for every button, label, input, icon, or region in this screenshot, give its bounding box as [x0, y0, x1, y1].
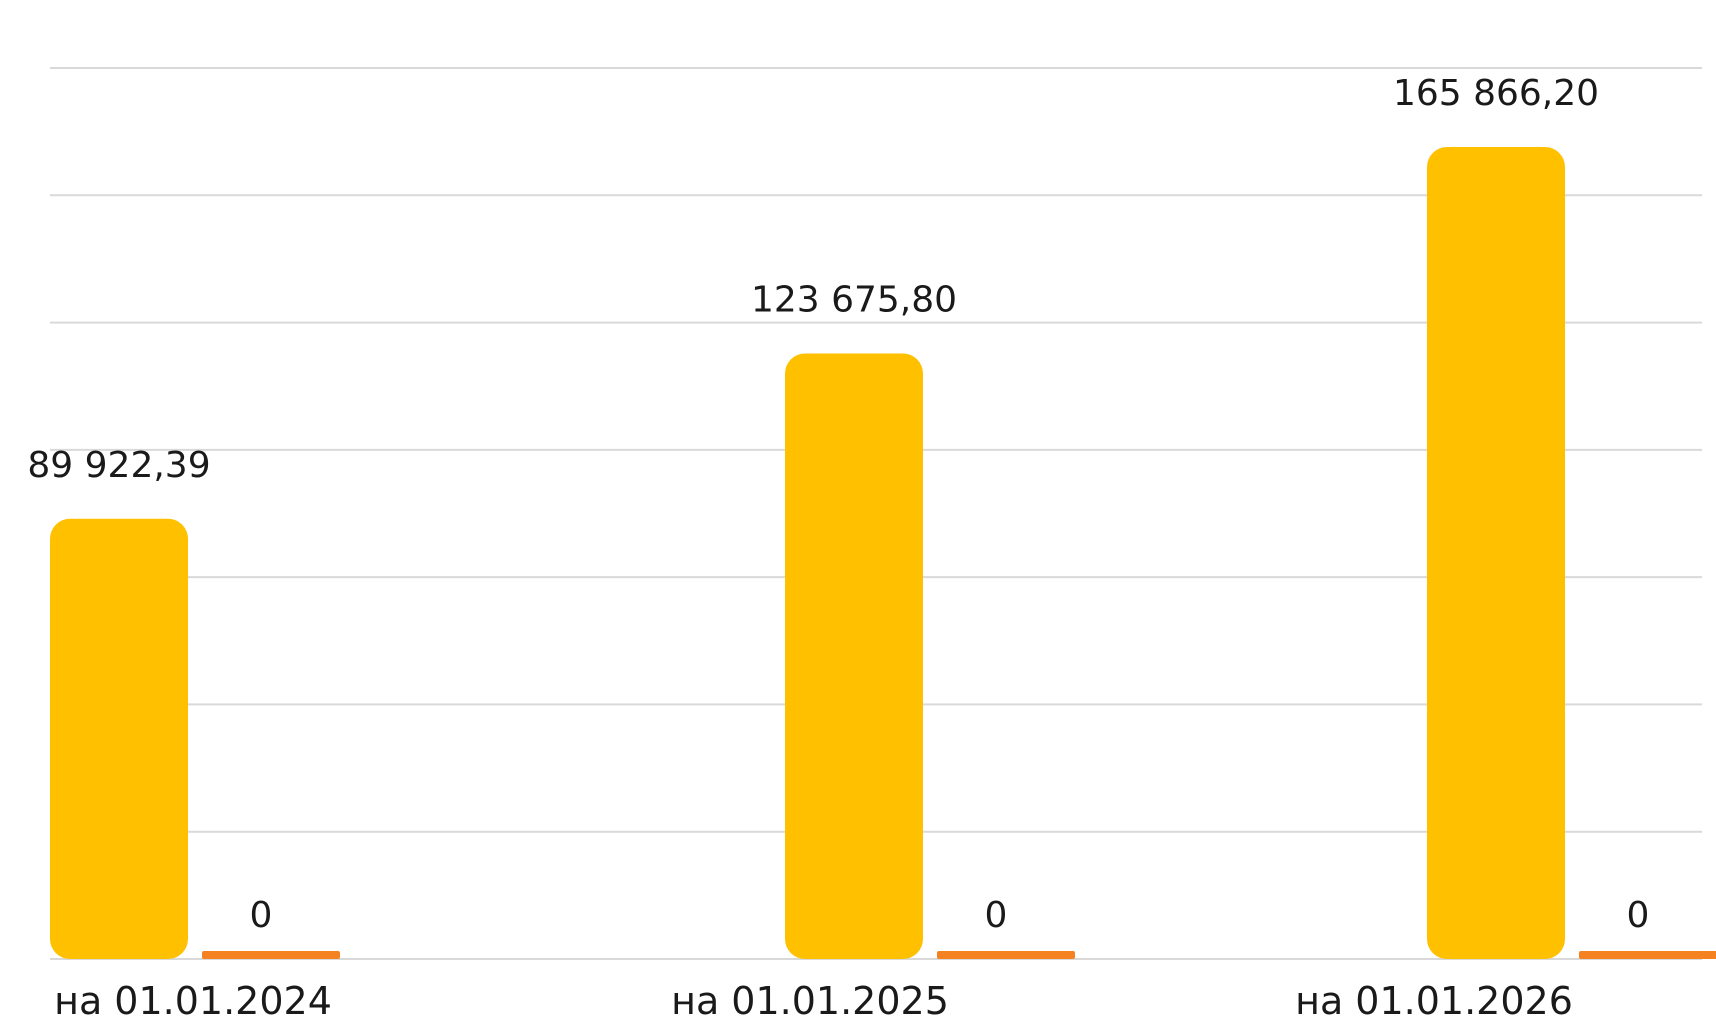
bar-series2-0: [202, 951, 340, 959]
data-label-series2-2: 0: [1627, 895, 1650, 936]
bar-series1-0: [50, 518, 188, 959]
labels: 89 922,39 0 на 01.01.2024 123 675,80 0 на 01.…: [27, 73, 1649, 1023]
x-tick-label-0: на 01.01.2024: [54, 979, 332, 1023]
data-label-series1-0: 89 922,39: [27, 445, 210, 486]
data-label-series2-0: 0: [250, 895, 273, 936]
x-tick-label-1: на 01.01.2025: [671, 979, 949, 1023]
bar-series2-1: [937, 951, 1075, 959]
bar-series1-2: [1427, 146, 1565, 960]
data-label-series1-1: 123 675,80: [751, 280, 957, 321]
data-label-series1-2: 165 866,20: [1393, 73, 1599, 114]
x-tick-label-2: на 01.01.2026: [1295, 979, 1573, 1023]
bar-series2-2: [1579, 951, 1716, 959]
data-label-series2-1: 0: [985, 895, 1008, 936]
bar-series1-1: [785, 353, 923, 959]
bars: [50, 146, 1716, 960]
